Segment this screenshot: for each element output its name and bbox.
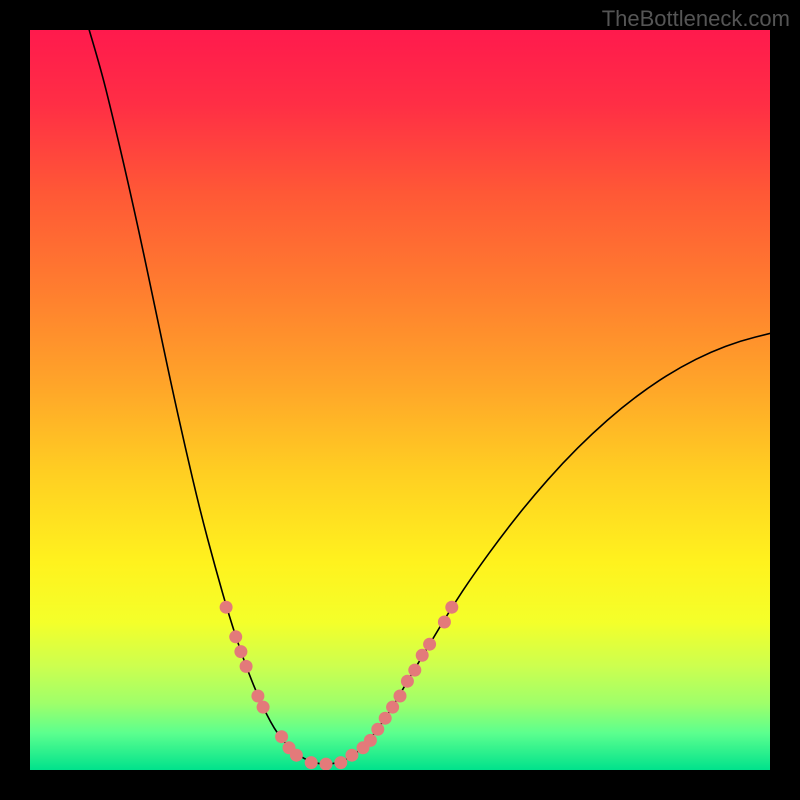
data-marker — [371, 723, 384, 736]
data-marker — [345, 749, 358, 762]
data-marker — [408, 664, 421, 677]
data-marker — [275, 730, 288, 743]
data-marker — [251, 690, 264, 703]
chart-container: TheBottleneck.com — [0, 0, 800, 800]
data-marker — [290, 749, 303, 762]
data-marker — [364, 734, 377, 747]
data-marker — [229, 630, 242, 643]
data-marker — [240, 660, 253, 673]
data-marker — [379, 712, 392, 725]
chart-svg — [30, 30, 770, 770]
data-marker — [320, 758, 333, 770]
data-marker — [423, 638, 436, 651]
data-marker — [386, 701, 399, 714]
plot-area — [30, 30, 770, 770]
data-marker — [305, 756, 318, 769]
data-marker — [220, 601, 233, 614]
data-marker — [401, 675, 414, 688]
data-marker — [416, 649, 429, 662]
watermark-text: TheBottleneck.com — [602, 6, 790, 32]
data-marker — [234, 645, 247, 658]
data-marker — [445, 601, 458, 614]
data-marker — [394, 690, 407, 703]
data-marker — [438, 616, 451, 629]
gradient-background — [30, 30, 770, 770]
data-marker — [257, 701, 270, 714]
data-marker — [334, 756, 347, 769]
